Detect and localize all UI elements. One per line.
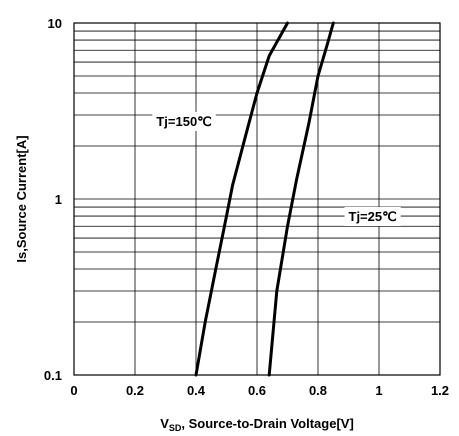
x-tick-label: 1 — [375, 383, 382, 398]
annotation-bg — [152, 111, 216, 131]
series-layer — [194, 21, 335, 377]
series-line-tj25 — [267, 21, 335, 377]
y-axis-label: Is,Source Current[A] — [14, 135, 29, 262]
y-tick-label: 0.1 — [44, 368, 62, 383]
series-line-tj150 — [194, 21, 289, 377]
x-tick-label: 0.4 — [187, 383, 206, 398]
x-axis-label-rest: , Source-to-Drain Voltage[V] — [181, 416, 353, 431]
annotations: Tj=150℃ Tj=25℃ — [152, 111, 401, 226]
plot-frame — [73, 22, 441, 376]
annotation-tj150: Tj=150℃ — [156, 114, 211, 129]
x-tick-label: 0.2 — [126, 383, 144, 398]
y-tick-label: 1 — [55, 192, 62, 207]
y-tick-label: 10 — [48, 16, 62, 31]
x-tick-label: 1.2 — [431, 383, 449, 398]
x-tick-label: 0.6 — [248, 383, 266, 398]
x-axis-label: VSD, Source-to-Drain Voltage[V] — [160, 416, 354, 433]
annotation-bg — [344, 206, 401, 226]
annotation-tj25: Tj=25℃ — [349, 209, 397, 224]
x-tick-label: 0 — [70, 383, 77, 398]
x-axis-label-v: V — [160, 416, 169, 431]
tick-labels: 0 0.2 0.4 0.6 0.8 1 1.2 0.1 1 10 — [44, 16, 449, 398]
x-axis-label-sub: SD — [169, 423, 182, 433]
grid — [73, 23, 441, 376]
x-tick-label: 0.8 — [309, 383, 327, 398]
